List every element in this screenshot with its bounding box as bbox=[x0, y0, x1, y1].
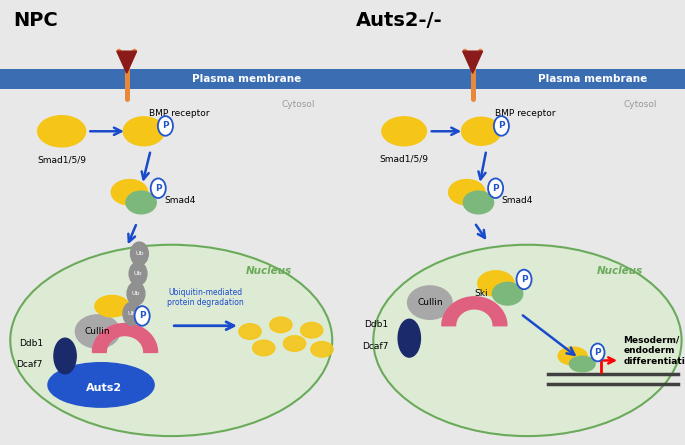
Text: Plasma membrane: Plasma membrane bbox=[538, 74, 647, 84]
Ellipse shape bbox=[311, 342, 333, 357]
Ellipse shape bbox=[126, 191, 156, 214]
Text: Nucleus: Nucleus bbox=[597, 266, 643, 276]
Text: BMP receptor: BMP receptor bbox=[495, 109, 556, 118]
Text: Auts2: Auts2 bbox=[86, 384, 123, 393]
Text: P: P bbox=[162, 121, 169, 130]
Circle shape bbox=[151, 178, 166, 198]
Circle shape bbox=[127, 282, 145, 305]
Ellipse shape bbox=[95, 295, 129, 317]
Polygon shape bbox=[92, 324, 158, 352]
Ellipse shape bbox=[408, 286, 452, 320]
Text: Cytosol: Cytosol bbox=[282, 100, 314, 109]
Circle shape bbox=[158, 116, 173, 136]
Ellipse shape bbox=[123, 117, 164, 146]
Circle shape bbox=[129, 262, 147, 285]
Text: P: P bbox=[139, 312, 145, 320]
Text: Cullin: Cullin bbox=[417, 298, 443, 307]
Text: Mesoderm/
endoderm
differentiation: Mesoderm/ endoderm differentiation bbox=[623, 336, 685, 366]
Ellipse shape bbox=[75, 315, 120, 348]
Ellipse shape bbox=[253, 340, 275, 356]
Circle shape bbox=[130, 242, 148, 265]
Ellipse shape bbox=[569, 356, 595, 372]
Polygon shape bbox=[463, 51, 482, 73]
Text: Ddb1: Ddb1 bbox=[364, 320, 389, 329]
Circle shape bbox=[516, 270, 532, 289]
Text: Ski: Ski bbox=[475, 289, 488, 298]
Circle shape bbox=[123, 302, 141, 325]
Circle shape bbox=[494, 116, 509, 136]
Text: Ub: Ub bbox=[127, 311, 136, 316]
Ellipse shape bbox=[462, 117, 501, 145]
Polygon shape bbox=[117, 51, 136, 73]
Text: Smad1/5/9: Smad1/5/9 bbox=[37, 156, 86, 165]
Bar bbox=[0, 69, 342, 89]
Ellipse shape bbox=[373, 245, 682, 436]
Ellipse shape bbox=[239, 324, 261, 339]
Text: Ub: Ub bbox=[132, 291, 140, 296]
Ellipse shape bbox=[48, 363, 154, 407]
Text: Ub: Ub bbox=[135, 251, 144, 256]
Ellipse shape bbox=[477, 271, 514, 296]
Ellipse shape bbox=[111, 179, 148, 205]
Ellipse shape bbox=[301, 322, 323, 338]
Ellipse shape bbox=[493, 283, 523, 305]
Circle shape bbox=[590, 344, 605, 361]
Text: Smad4: Smad4 bbox=[501, 196, 532, 205]
Text: Nucleus: Nucleus bbox=[246, 266, 292, 276]
Text: P: P bbox=[595, 348, 601, 357]
Text: Ddb1: Ddb1 bbox=[18, 339, 42, 348]
Text: P: P bbox=[493, 184, 499, 193]
Text: P: P bbox=[521, 275, 527, 284]
Ellipse shape bbox=[38, 116, 86, 147]
Ellipse shape bbox=[10, 245, 332, 436]
Text: Ski: Ski bbox=[127, 316, 140, 325]
Text: Cullin: Cullin bbox=[85, 327, 110, 336]
Text: BMP receptor: BMP receptor bbox=[149, 109, 210, 118]
Bar bbox=[342, 69, 685, 89]
Ellipse shape bbox=[284, 336, 306, 352]
Text: Plasma membrane: Plasma membrane bbox=[192, 74, 301, 84]
Text: Dcaf7: Dcaf7 bbox=[362, 342, 389, 351]
Ellipse shape bbox=[463, 191, 494, 214]
Circle shape bbox=[134, 306, 149, 326]
Text: Dcaf7: Dcaf7 bbox=[16, 360, 42, 368]
Text: NPC: NPC bbox=[14, 11, 58, 30]
Ellipse shape bbox=[54, 338, 76, 374]
Ellipse shape bbox=[270, 317, 292, 332]
Polygon shape bbox=[442, 297, 507, 326]
Ellipse shape bbox=[382, 117, 426, 146]
Text: Auts2-/-: Auts2-/- bbox=[356, 11, 443, 30]
Ellipse shape bbox=[558, 347, 587, 365]
Text: Smad4: Smad4 bbox=[164, 196, 196, 205]
Ellipse shape bbox=[449, 179, 485, 205]
Ellipse shape bbox=[398, 320, 421, 357]
Text: P: P bbox=[155, 184, 162, 193]
Text: Cytosol: Cytosol bbox=[624, 100, 657, 109]
Text: Ub: Ub bbox=[134, 271, 142, 276]
Circle shape bbox=[488, 178, 503, 198]
Text: Smad1/5/9: Smad1/5/9 bbox=[379, 154, 429, 163]
Text: P: P bbox=[498, 121, 505, 130]
Text: Ubiquitin-mediated
protein degradation: Ubiquitin-mediated protein degradation bbox=[167, 287, 244, 307]
